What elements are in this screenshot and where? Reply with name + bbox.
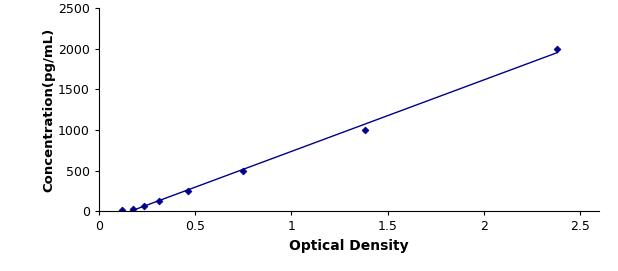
Y-axis label: Concentration(pg/mL): Concentration(pg/mL) bbox=[42, 28, 55, 192]
X-axis label: Optical Density: Optical Density bbox=[289, 239, 409, 253]
